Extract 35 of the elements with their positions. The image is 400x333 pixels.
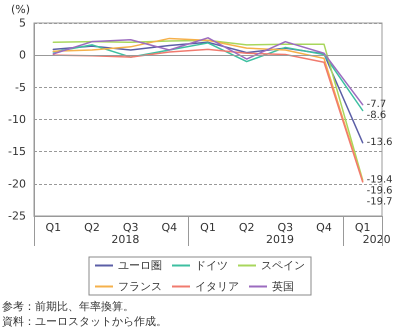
x-tick-label: Q2 <box>238 221 255 234</box>
data-label: -19.6 <box>366 185 393 196</box>
y-tick-label: -20 <box>8 177 26 190</box>
data-label: -19.7 <box>366 196 393 208</box>
line-series <box>52 42 364 144</box>
x-tick-label: Q4 <box>316 221 332 234</box>
legend-label: イタリア <box>195 280 239 293</box>
y-axis-title: (%) <box>10 3 30 16</box>
legend-label: スペイン <box>261 259 305 272</box>
x-tick-label: Q3 <box>122 221 139 234</box>
data-label: -13.6 <box>366 137 393 148</box>
text: 2019 <box>266 233 294 246</box>
x-tick-label: Q2 <box>84 221 100 234</box>
y-tick-label: -25 <box>8 210 26 222</box>
y-tick-label: 0 <box>19 48 26 62</box>
data-label: -8.6 <box>366 110 386 122</box>
text: 参考：前期比、年率換算。 <box>2 300 134 313</box>
text: 2018 <box>111 233 140 246</box>
data-label: -7.7 <box>366 99 386 110</box>
data-label: -19.4 <box>366 174 393 186</box>
x-tick-label: Q1 <box>354 221 371 234</box>
x-tick-label: Q3 <box>277 221 294 234</box>
x-tick-label: Q1 <box>45 221 62 234</box>
legend-label: フランス <box>118 280 162 293</box>
legend-label: ドイツ <box>195 259 228 272</box>
legend-label: 英国 <box>272 280 294 293</box>
x-tick-label: Q1 <box>200 221 216 234</box>
legend-label: ユーロ圏 <box>118 259 162 272</box>
text: 2020 <box>362 233 391 246</box>
text: 資料：ユーロスタットから作成。 <box>2 315 167 328</box>
y-tick-label: -10 <box>8 113 26 126</box>
x-tick-label: Q4 <box>161 221 178 234</box>
y-tick-label: -5 <box>15 80 26 94</box>
y-tick-label: 5 <box>19 16 26 30</box>
y-tick-label: -15 <box>8 145 26 158</box>
